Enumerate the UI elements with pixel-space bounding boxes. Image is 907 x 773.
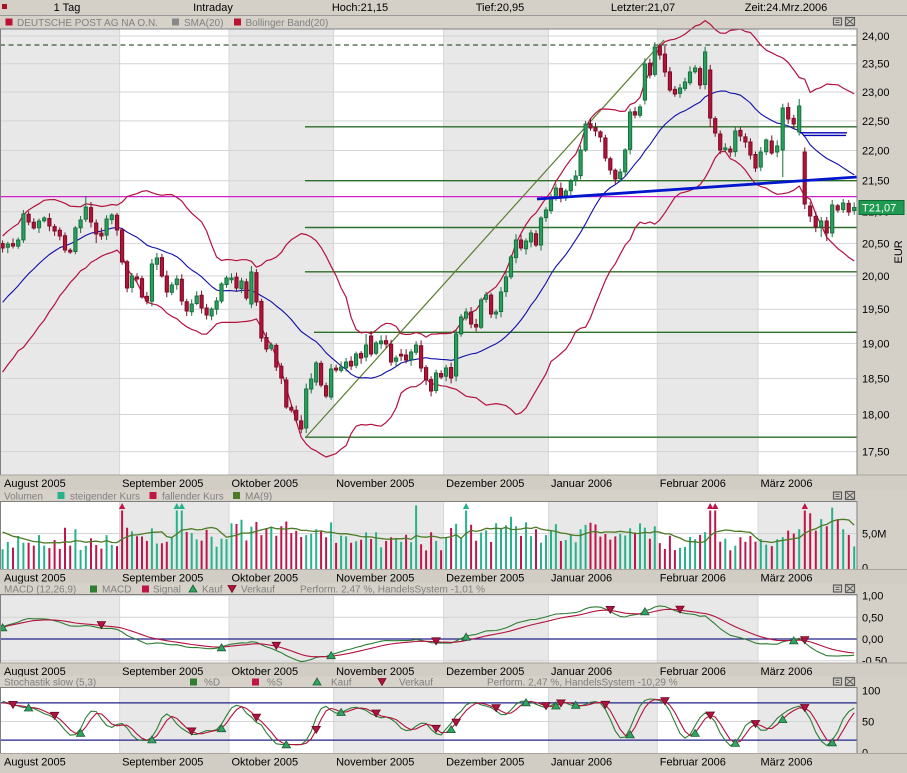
svg-text:September 2005: September 2005 <box>122 666 203 678</box>
svg-text:MACD: MACD <box>102 585 131 596</box>
svg-text:Perform. 2,47 %, HandelsSystem: Perform. 2,47 %, HandelsSystem -10,29 % <box>487 678 678 689</box>
svg-text:November 2005: November 2005 <box>336 666 414 678</box>
svg-text:0,50: 0,50 <box>862 612 883 624</box>
svg-text:DEUTSCHE POST AG NA O.N.: DEUTSCHE POST AG NA O.N. <box>17 18 158 29</box>
svg-text:%S: %S <box>267 678 283 689</box>
svg-text:Verkauf: Verkauf <box>241 585 275 596</box>
svg-text:0,00: 0,00 <box>862 634 883 646</box>
svg-text:Dezember 2005: Dezember 2005 <box>446 478 524 490</box>
svg-text:Stochastik slow (5,3): Stochastik slow (5,3) <box>4 678 96 689</box>
svg-text:23,50: 23,50 <box>862 59 890 71</box>
svg-text:September 2005: September 2005 <box>122 478 203 490</box>
svg-text:Oktober 2005: Oktober 2005 <box>232 478 299 490</box>
svg-text:August 2005: August 2005 <box>4 573 66 585</box>
svg-text:Oktober 2005: Oktober 2005 <box>232 573 299 585</box>
svg-text:MA(9): MA(9) <box>245 492 272 503</box>
svg-text:November 2005: November 2005 <box>336 757 414 769</box>
svg-text:Kauf: Kauf <box>202 585 223 596</box>
svg-text:Januar 2006: Januar 2006 <box>551 573 612 585</box>
svg-text:24,00: 24,00 <box>862 31 890 43</box>
svg-text:fallender Kurs: fallender Kurs <box>162 492 224 503</box>
svg-text:5,0M: 5,0M <box>862 529 886 541</box>
svg-text:19,00: 19,00 <box>862 338 890 350</box>
svg-text:Letzter:21,07: Letzter:21,07 <box>611 2 675 14</box>
svg-text:18,00: 18,00 <box>862 410 890 422</box>
svg-text:17,50: 17,50 <box>862 447 890 459</box>
svg-text:EUR: EUR <box>893 240 905 263</box>
svg-text:Dezember 2005: Dezember 2005 <box>446 666 524 678</box>
svg-text:November 2005: November 2005 <box>336 573 414 585</box>
svg-text:23,00: 23,00 <box>862 87 890 99</box>
svg-text:Januar 2006: Januar 2006 <box>551 478 612 490</box>
svg-text:März 2006: März 2006 <box>761 757 813 769</box>
svg-text:Bollinger Band(20): Bollinger Band(20) <box>246 18 329 29</box>
svg-text:August 2005: August 2005 <box>4 478 66 490</box>
svg-text:Januar 2006: Januar 2006 <box>551 666 612 678</box>
svg-text:Kauf: Kauf <box>331 678 352 689</box>
svg-text:Perform. 2,47 %, HandelsSystem: Perform. 2,47 %, HandelsSystem -1,01 % <box>300 585 485 596</box>
svg-text:T21,07: T21,07 <box>862 203 896 215</box>
svg-text:19,50: 19,50 <box>862 304 890 316</box>
svg-text:1 Tag: 1 Tag <box>54 2 81 14</box>
svg-text:August 2005: August 2005 <box>4 757 66 769</box>
svg-text:1,00: 1,00 <box>862 591 883 603</box>
svg-text:Dezember 2005: Dezember 2005 <box>446 757 524 769</box>
svg-text:Volumen: Volumen <box>4 492 43 503</box>
svg-text:18,50: 18,50 <box>862 374 890 386</box>
svg-text:20,00: 20,00 <box>862 271 890 283</box>
svg-text:Februar 2006: Februar 2006 <box>660 573 726 585</box>
svg-text:Tief:20,95: Tief:20,95 <box>476 2 525 14</box>
svg-text:Zeit:24.Mrz.2006: Zeit:24.Mrz.2006 <box>745 2 828 14</box>
svg-text:%D: %D <box>204 678 220 689</box>
svg-text:November 2005: November 2005 <box>336 478 414 490</box>
svg-text:Oktober 2005: Oktober 2005 <box>232 757 299 769</box>
svg-text:steigender Kurs: steigender Kurs <box>70 492 140 503</box>
svg-text:MACD (12,26,9): MACD (12,26,9) <box>4 585 76 596</box>
svg-text:März 2006: März 2006 <box>761 478 813 490</box>
svg-text:Dezember 2005: Dezember 2005 <box>446 573 524 585</box>
svg-text:September 2005: September 2005 <box>122 757 203 769</box>
svg-text:50: 50 <box>862 717 874 729</box>
svg-text:Januar 2006: Januar 2006 <box>551 757 612 769</box>
svg-text:Februar 2006: Februar 2006 <box>660 478 726 490</box>
svg-text:20,50: 20,50 <box>862 238 890 250</box>
svg-text:September 2005: September 2005 <box>122 573 203 585</box>
svg-text:0: 0 <box>862 563 868 575</box>
svg-text:Oktober 2005: Oktober 2005 <box>232 666 299 678</box>
svg-text:März 2006: März 2006 <box>761 666 813 678</box>
svg-text:Februar 2006: Februar 2006 <box>660 757 726 769</box>
svg-text:März 2006: März 2006 <box>761 573 813 585</box>
svg-text:Hoch:21,15: Hoch:21,15 <box>332 2 388 14</box>
svg-text:SMA(20): SMA(20) <box>184 18 223 29</box>
svg-text:22,00: 22,00 <box>862 146 890 158</box>
svg-text:22,50: 22,50 <box>862 116 890 128</box>
svg-text:21,50: 21,50 <box>862 176 890 188</box>
svg-text:Intraday: Intraday <box>193 2 233 14</box>
svg-text:Verkauf: Verkauf <box>399 678 433 689</box>
svg-text:100: 100 <box>862 686 880 698</box>
svg-text:Signal: Signal <box>153 585 181 596</box>
svg-text:August 2005: August 2005 <box>4 666 66 678</box>
svg-text:Februar 2006: Februar 2006 <box>660 666 726 678</box>
